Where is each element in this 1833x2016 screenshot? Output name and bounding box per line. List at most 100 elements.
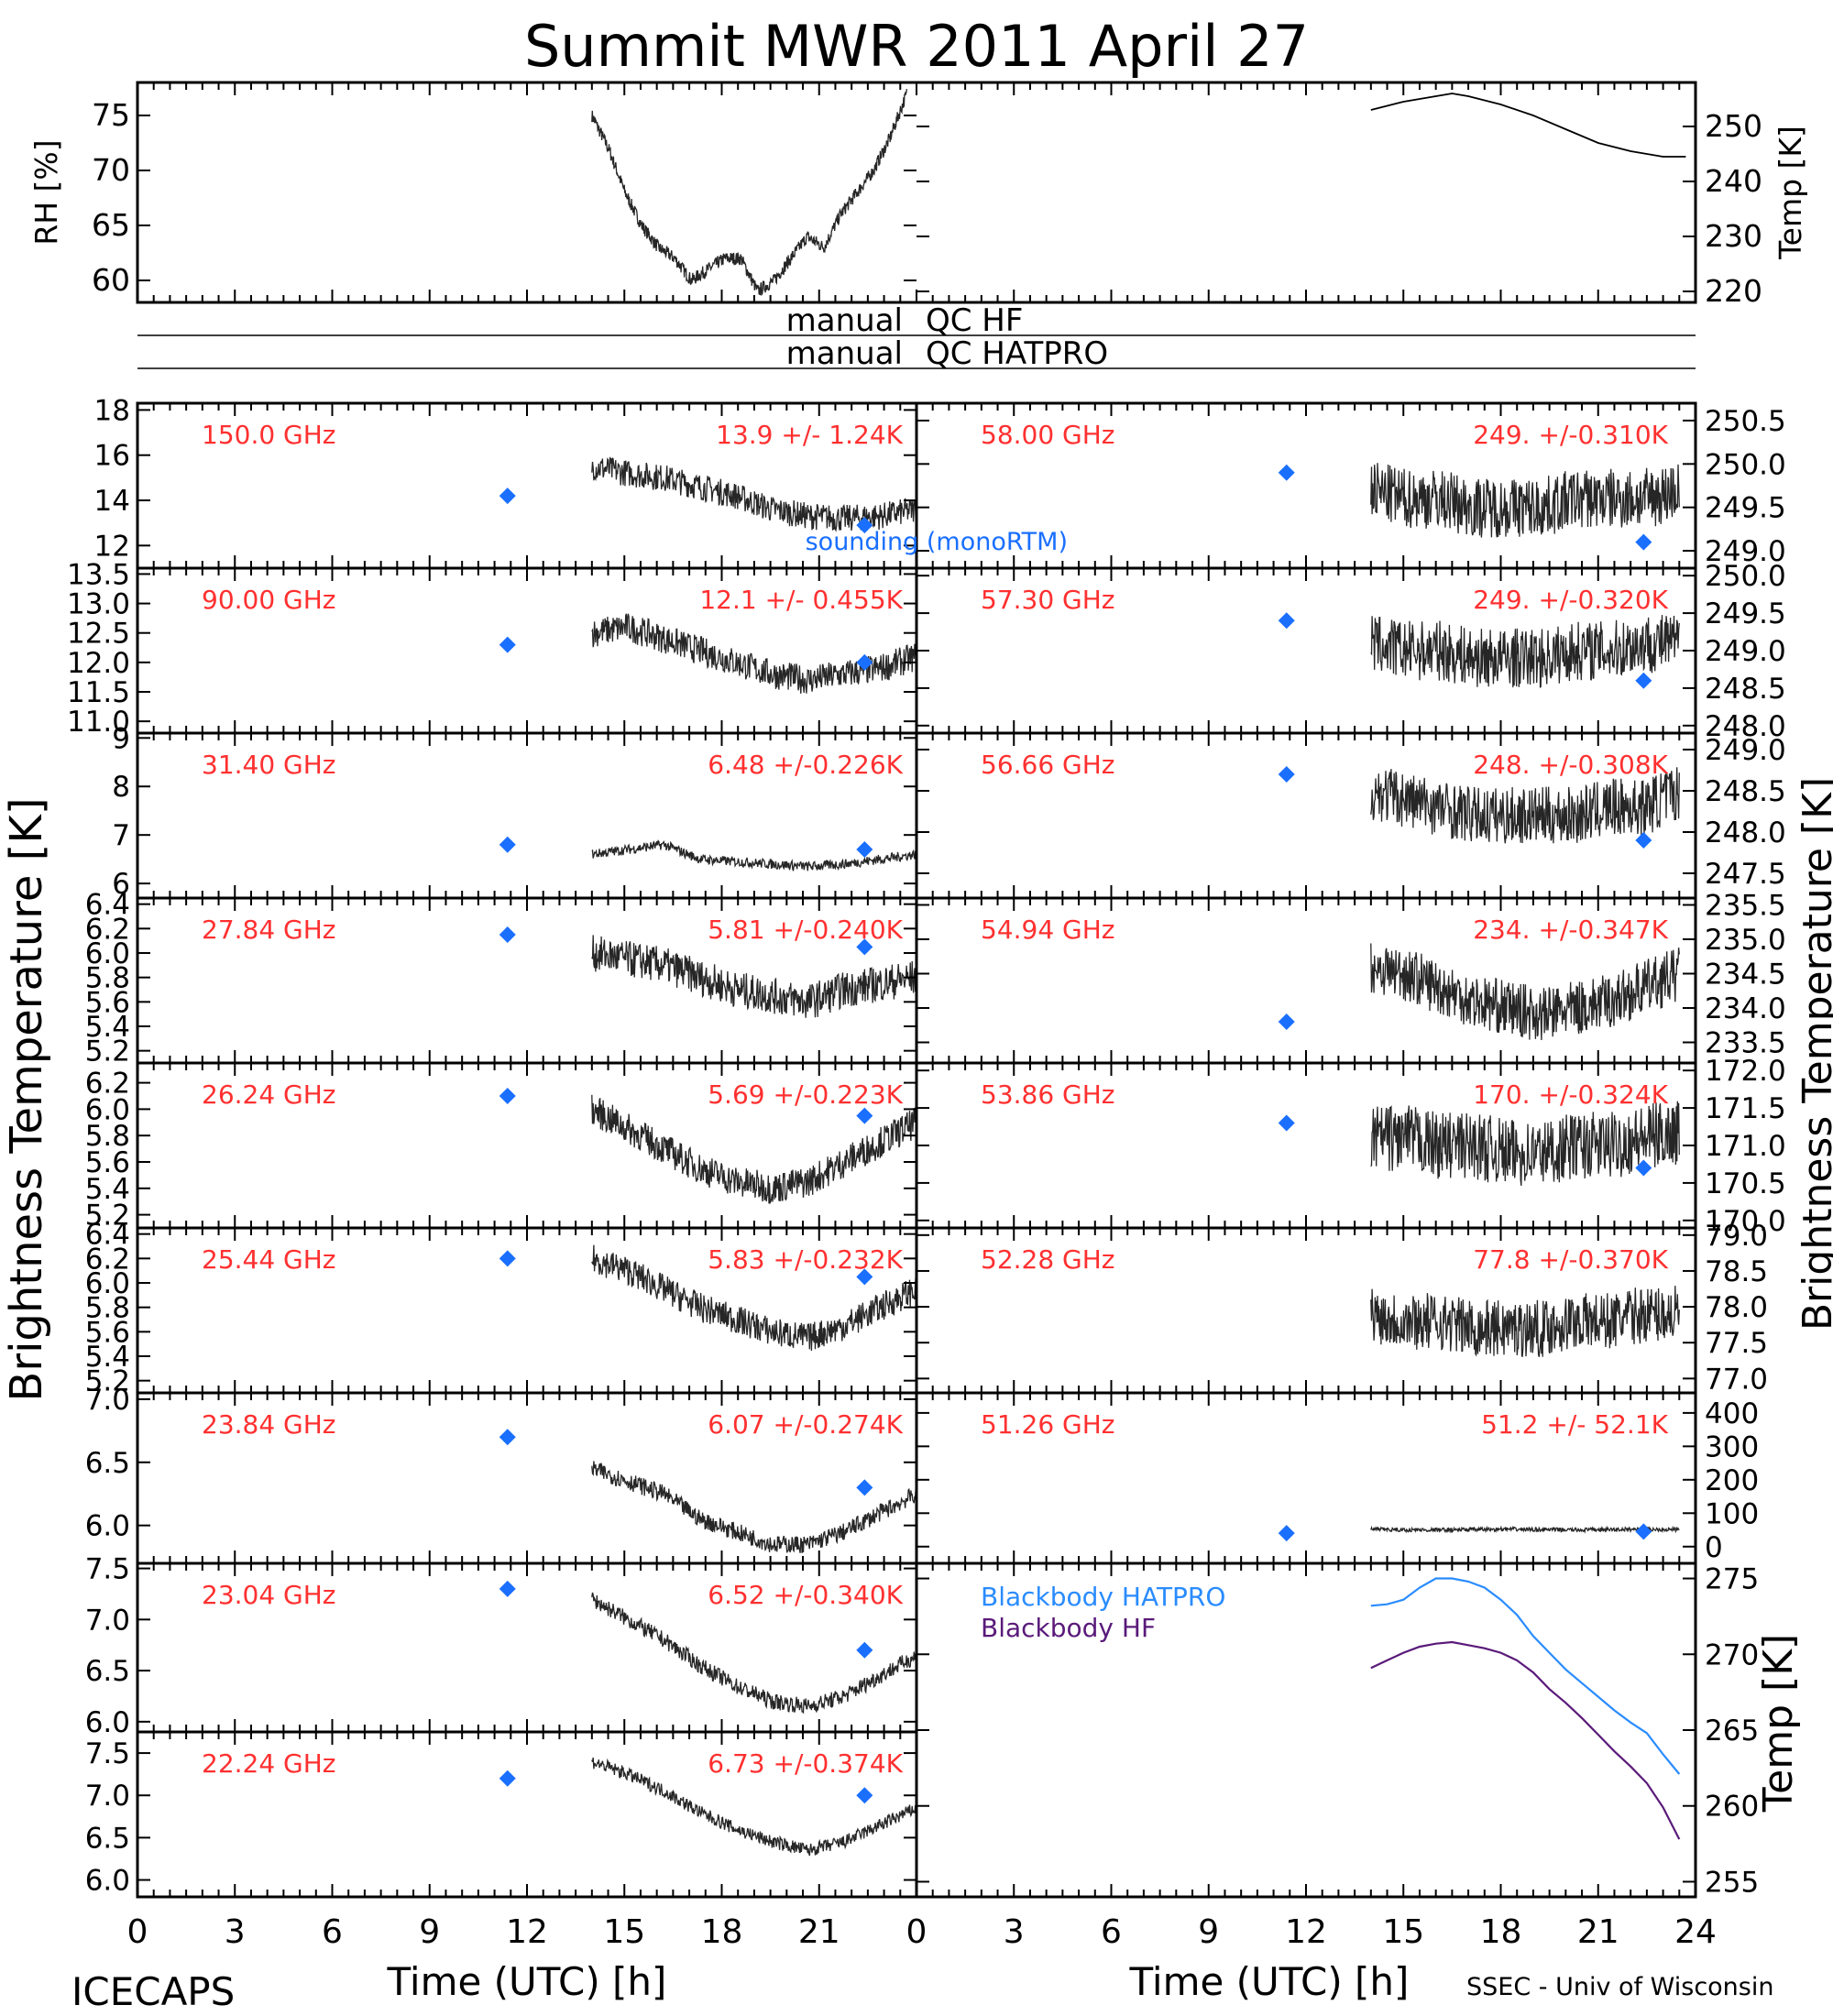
y-tick-label: 78.0 [1705,1291,1768,1324]
y-tick-label: 260 [1705,1791,1759,1824]
stat-label: 6.73 +/-0.374K [708,1748,903,1779]
y-tick-label: 255 [1705,1866,1759,1899]
y-tick-label: 5.6 [85,1316,130,1349]
tb-series [591,1244,917,1352]
y-tick-label: 0 [1705,1531,1723,1564]
y-tick-label: 6.2 [85,1243,130,1276]
tb-series [591,935,917,1018]
y-tick-label: 70 [92,152,130,188]
x-tick-label-right: 12 [1285,1913,1327,1951]
sounding-marker [499,1429,516,1446]
freq-label: 23.04 GHz [202,1580,336,1610]
y-tick-label: 5.2 [85,1200,130,1233]
temp-ylabel: Temp [K] [1773,126,1808,260]
sounding-marker [1635,832,1652,849]
sounding-marker [1635,1523,1652,1540]
y-tick-label: 235.0 [1705,924,1786,957]
rh-ylabel: RH [%] [28,139,64,245]
sounding-marker [856,517,873,534]
y-tick-label: 5.4 [85,1011,130,1044]
stat-label: 249. +/-0.320K [1473,585,1668,615]
y-tick-label: 16 [94,440,130,473]
sounding-marker [1278,766,1295,783]
x-tick-label-right: 6 [1101,1913,1122,1951]
stat-label: 234. +/-0.347K [1473,915,1668,945]
sounding-marker [499,1250,516,1267]
y-tick-label: 13.0 [67,588,130,621]
sounding-marker [499,926,516,943]
tb-series [1370,615,1680,689]
tb-series [1370,943,1680,1041]
right-brightness-panels: 249.0 249.5 250.0 250.5 58.00 GHz 249. +/-0.3… [915,401,1786,1565]
sounding-marker [1278,1525,1295,1542]
freq-label: 58.00 GHz [981,420,1115,450]
qc-label-right: QC HATPRO [926,335,1108,372]
freq-label: 31.40 GHz [202,750,336,780]
y-tick-label: 249.0 [1705,734,1786,767]
y-tick-label: 220 [1705,273,1762,309]
qc-bars: manual QC HF manual QC HATPRO [137,302,1696,372]
y-tick-label: 233.5 [1705,1027,1786,1060]
left-panel-1: 11.011.512.012.513.013.5 90.00 GHz 12.1 +/… [67,558,918,739]
right-side-label: Brightness Temperature [K] [1795,777,1833,1331]
y-tick-label: 249.0 [1705,535,1786,568]
sounding-marker [856,1107,873,1124]
y-tick-label: 248.0 [1705,710,1786,743]
y-tick-label: 7.5 [85,1553,130,1586]
y-tick-label: 5.2 [85,1365,130,1398]
y-tick-label: 247.5 [1705,858,1786,891]
y-tick-label: 75 [92,97,130,133]
freq-label: 23.84 GHz [202,1409,336,1440]
bb-hatpro-series [1370,1577,1681,1775]
y-tick-label: 6.4 [85,1219,130,1252]
y-tick-label: 300 [1705,1430,1759,1463]
y-tick-label: 14 [94,485,130,518]
y-tick-label: 6.0 [85,1093,130,1126]
y-tick-label: 5.4 [85,1341,130,1374]
freq-label: 57.30 GHz [981,585,1115,615]
x-axis-label-right: Time (UTC) [h] [1129,1959,1410,2004]
y-tick-label: 248.5 [1705,673,1786,706]
footer-right: SSEC - Univ of Wisconsin [1466,1973,1773,2001]
y-tick-label: 170.5 [1705,1167,1786,1200]
tb-series [591,839,917,872]
y-tick-label: 5.8 [85,1292,130,1325]
x-tick-label-right: 21 [1577,1913,1619,1951]
freq-label: 52.28 GHz [981,1244,1115,1275]
freq-label: 26.24 GHz [202,1079,336,1110]
y-tick-label: 240 [1705,163,1762,199]
sounding-marker [856,841,873,859]
sounding-marker [856,938,873,956]
sounding-marker [856,1479,873,1496]
sounding-marker [1635,672,1652,689]
y-tick-label: 275 [1705,1563,1759,1596]
tb-series [591,1461,917,1553]
bb-hatpro-legend: Blackbody HATPRO [981,1582,1225,1612]
y-tick-label: 235.5 [1705,890,1786,923]
x-tick-label-right: 9 [1198,1913,1219,1951]
qc-label-left: manual [786,302,903,339]
y-tick-label: 65 [92,207,130,243]
sounding-marker [1635,533,1652,551]
stat-label: 6.52 +/-0.340K [708,1580,903,1610]
sounding-marker [499,1580,516,1597]
x-tick-label-right: 3 [1004,1913,1025,1951]
tb-series [591,1592,917,1715]
y-tick-label: 249.5 [1705,492,1786,525]
left-panel-4: 5.25.45.65.86.06.2 26.24 GHz 5.69 +/-0.223… [85,1061,918,1233]
x-tick-label-right: 24 [1674,1913,1717,1951]
figure-title: Summit MWR 2011 April 27 [524,13,1309,80]
y-tick-label: 6.0 [85,1267,130,1300]
sounding-marker [1278,1013,1295,1030]
y-tick-label: 9 [112,722,130,755]
y-tick-label: 6.5 [85,1822,130,1855]
y-tick-label: 78.5 [1705,1255,1768,1288]
y-tick-label: 6.5 [85,1447,130,1480]
freq-label: 56.66 GHz [981,750,1115,780]
x-axis-label-left: Time (UTC) [h] [387,1959,667,2004]
left-side-label: Brightness Temperature [K] [1,797,52,1401]
y-tick-label: 250.0 [1705,560,1786,593]
sounding-marker [1635,1159,1652,1177]
